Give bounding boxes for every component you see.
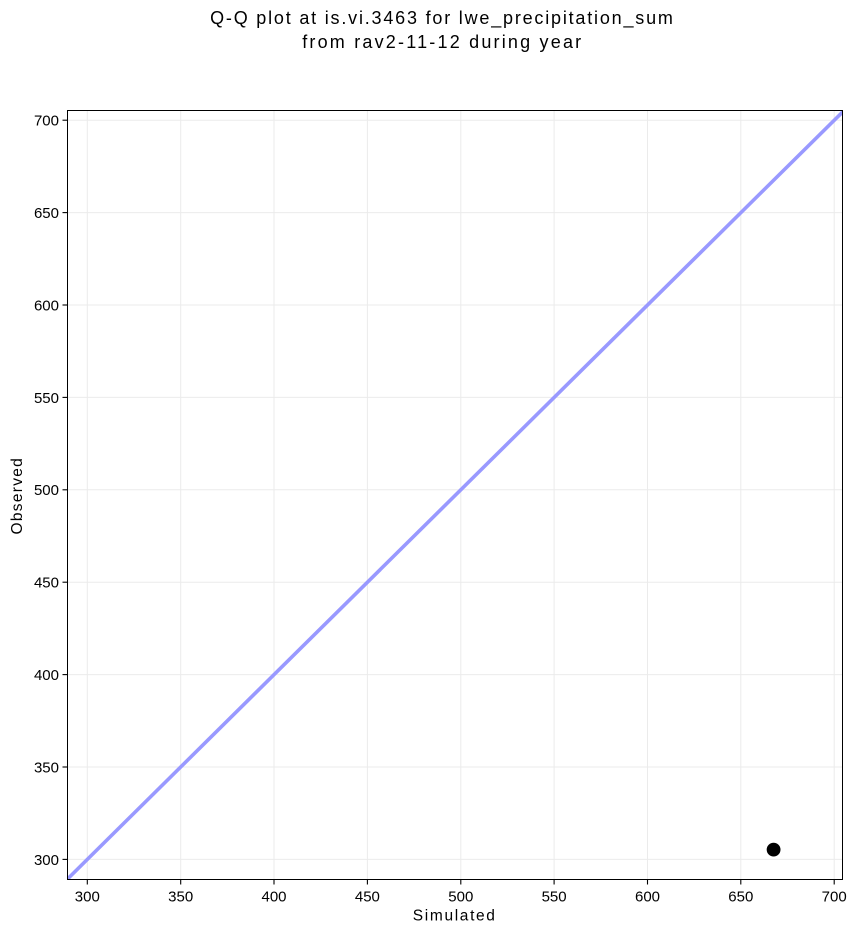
svg-text:300: 300 (75, 888, 100, 905)
svg-text:550: 550 (34, 390, 59, 407)
svg-text:450: 450 (355, 888, 380, 905)
svg-text:550: 550 (542, 888, 567, 905)
svg-text:600: 600 (34, 297, 59, 314)
svg-text:600: 600 (635, 888, 660, 905)
svg-text:Simulated: Simulated (413, 908, 497, 925)
svg-text:400: 400 (261, 888, 286, 905)
svg-text:from rav2-11-12 during year: from rav2-11-12 during year (302, 32, 583, 52)
svg-text:300: 300 (34, 852, 59, 869)
svg-text:350: 350 (168, 888, 193, 905)
svg-text:500: 500 (34, 482, 59, 499)
svg-text:400: 400 (34, 667, 59, 684)
svg-text:650: 650 (728, 888, 753, 905)
svg-text:450: 450 (34, 575, 59, 592)
svg-text:650: 650 (34, 205, 59, 222)
svg-text:700: 700 (34, 113, 59, 130)
svg-text:500: 500 (448, 888, 473, 905)
svg-text:700: 700 (822, 888, 847, 905)
svg-text:Observed: Observed (9, 457, 26, 535)
svg-text:Q-Q plot at is.vi.3463 for lwe: Q-Q plot at is.vi.3463 for lwe_precipita… (210, 8, 675, 29)
svg-text:350: 350 (34, 759, 59, 776)
